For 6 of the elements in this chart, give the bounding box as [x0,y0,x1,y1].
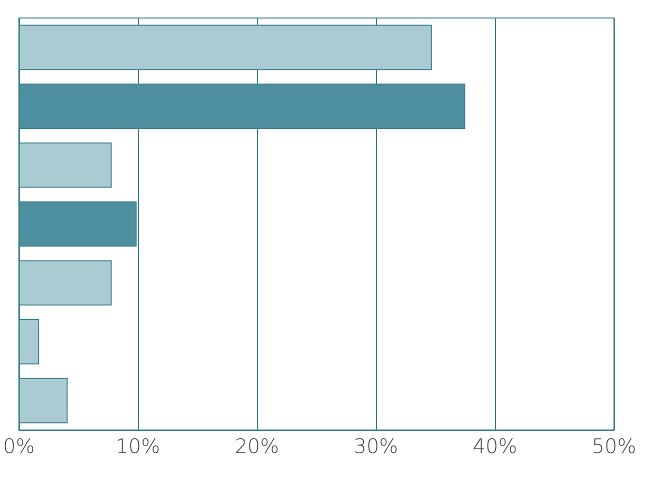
x-tick-label: 30% [354,434,398,458]
x-tick-label: 50% [592,434,636,458]
x-tick-label: 10% [116,434,160,458]
x-tick-label: 40% [472,434,518,458]
x-tick-label: 20% [234,434,280,458]
x-tick-label: 0% [2,434,35,458]
